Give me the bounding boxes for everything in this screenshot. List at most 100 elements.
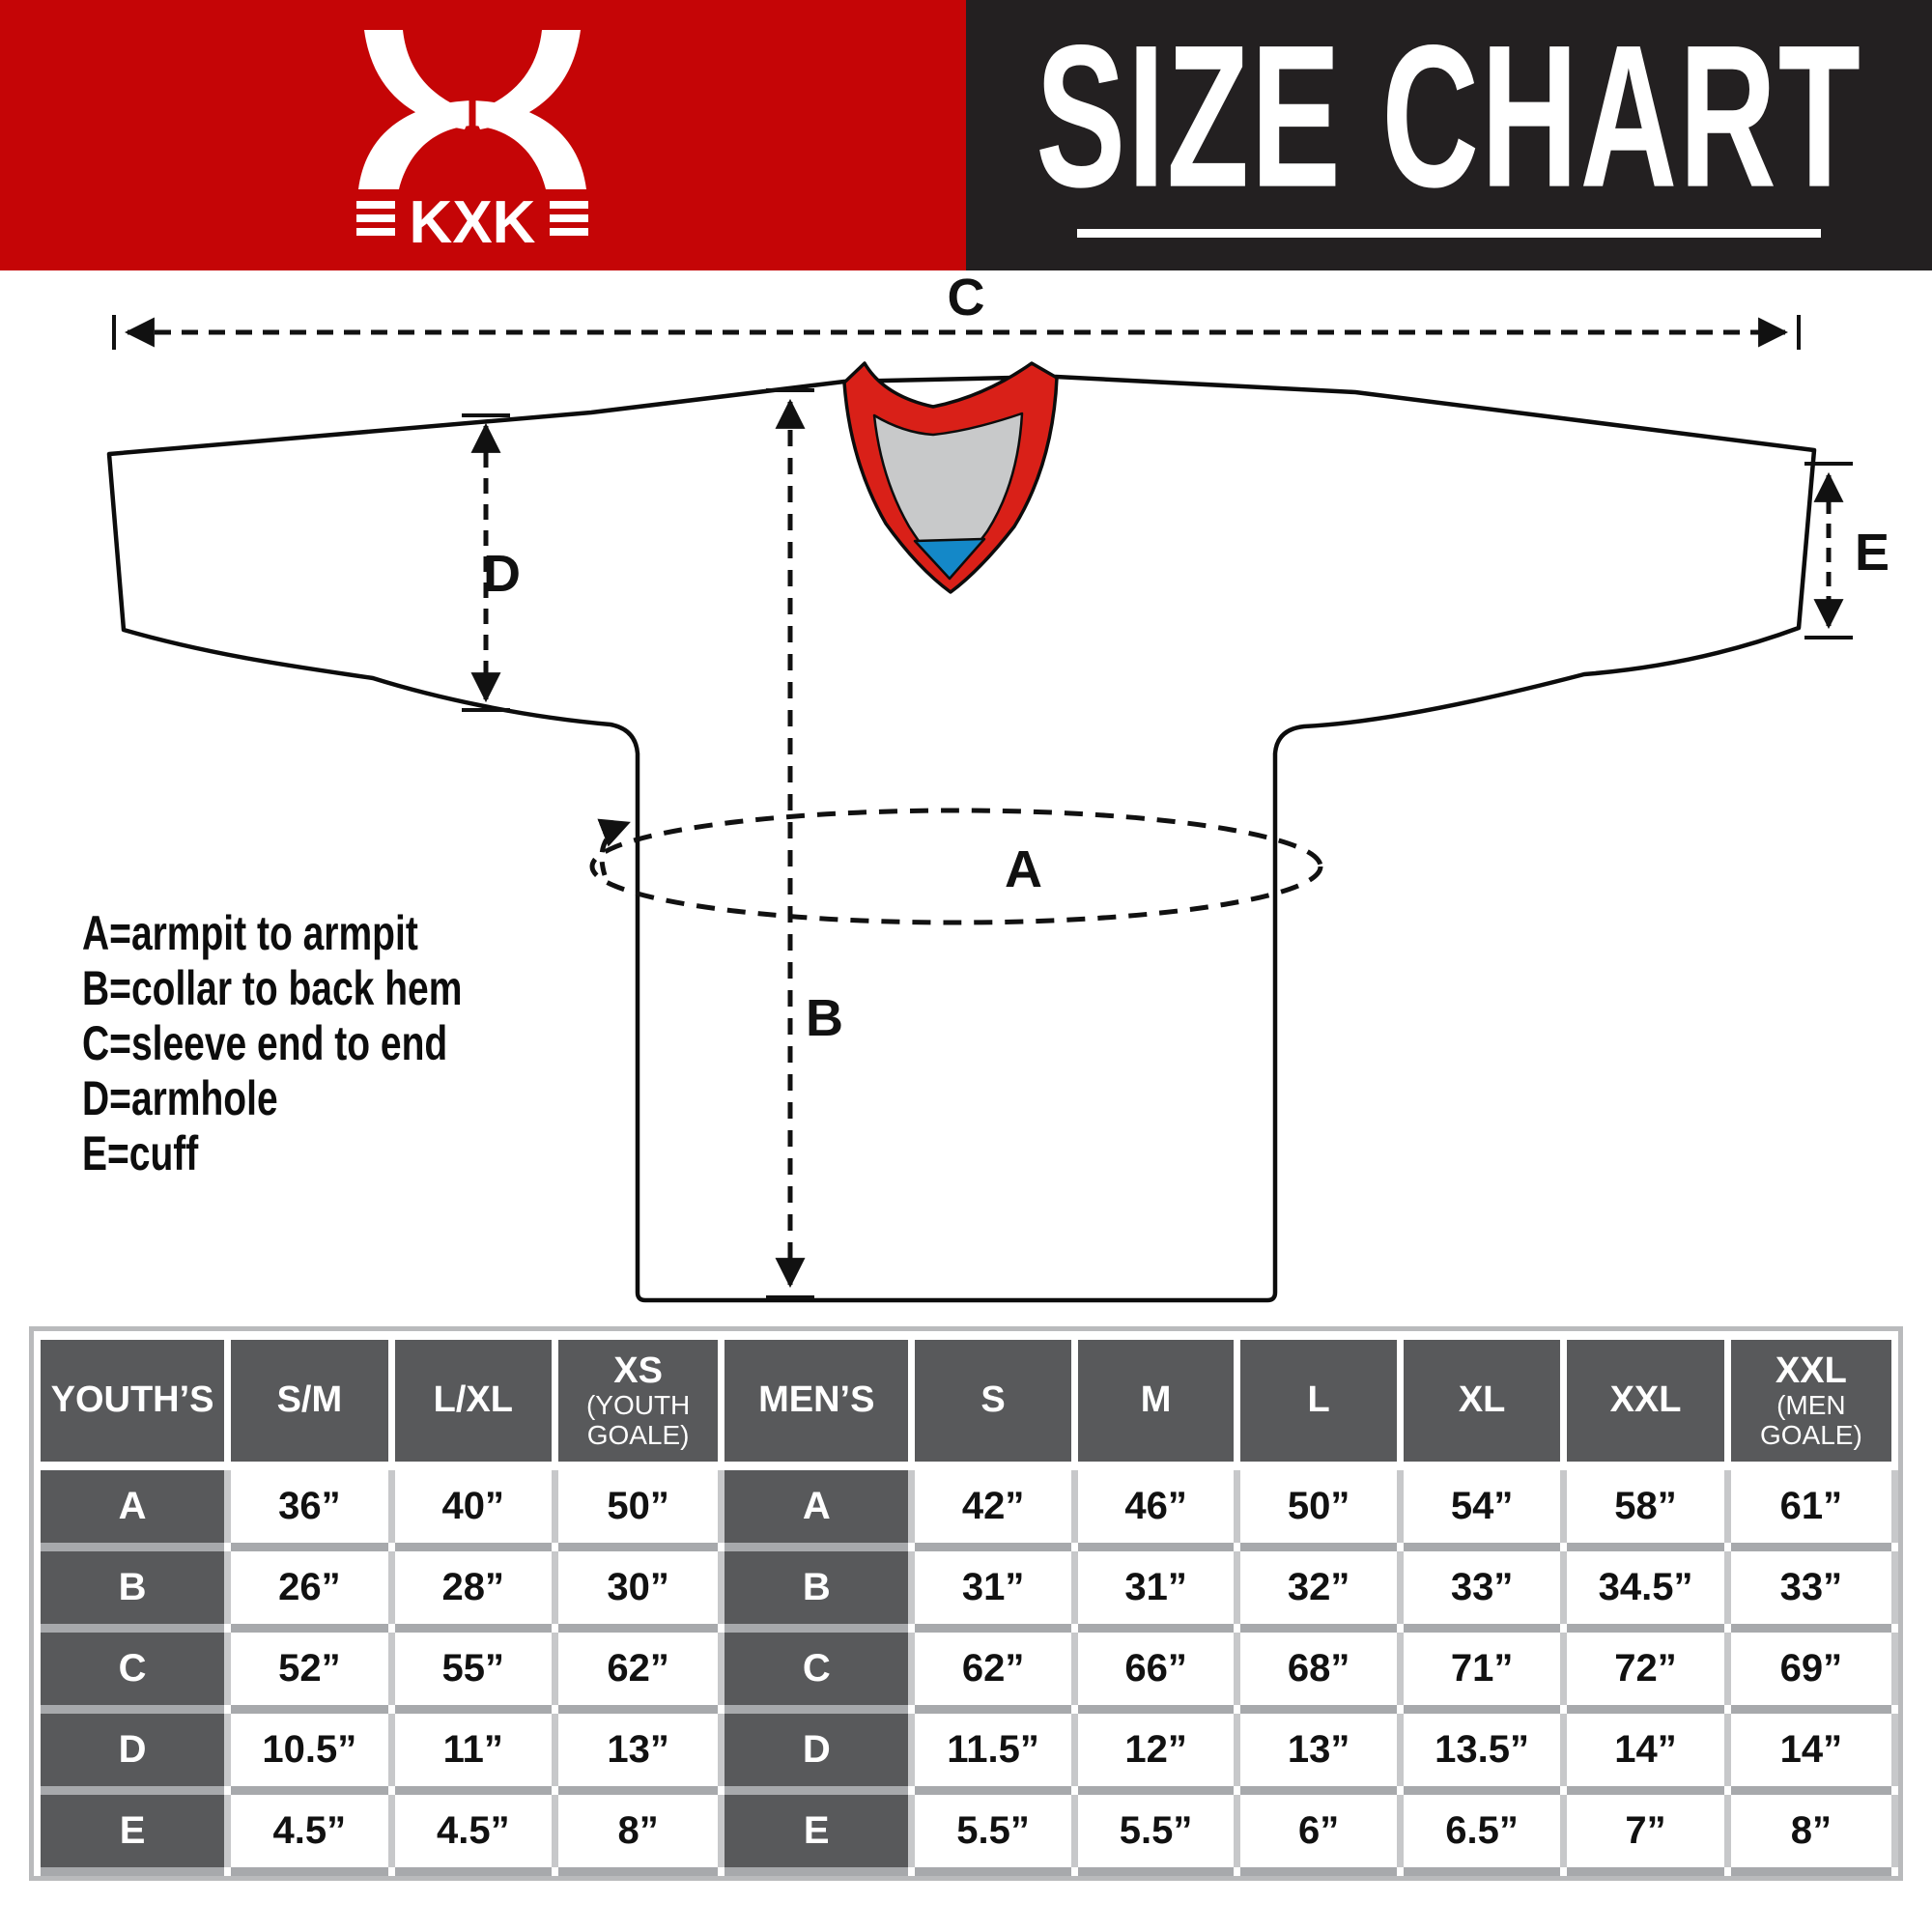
value-cell: 36” bbox=[231, 1470, 388, 1543]
value-cell: 13” bbox=[1240, 1714, 1397, 1786]
column-header-label: XS bbox=[613, 1350, 663, 1392]
value-cell: 46” bbox=[1077, 1470, 1235, 1543]
title-underline bbox=[1077, 229, 1821, 238]
legend-line-e: E=cuff bbox=[82, 1126, 199, 1180]
value-cell: 50” bbox=[1240, 1470, 1397, 1543]
column-header: XL bbox=[1403, 1340, 1561, 1462]
page-title: SIZE CHART bbox=[1036, 2, 1862, 230]
value-cell: 8” bbox=[1730, 1795, 1891, 1867]
group-header: YOUTH’S bbox=[41, 1340, 225, 1462]
value-cell: 66” bbox=[1077, 1633, 1235, 1705]
value-cell: 62” bbox=[558, 1633, 719, 1705]
legend-line-d: D=armhole bbox=[82, 1071, 278, 1125]
column-header-sublabel: (YOUTH GOALE) bbox=[585, 1390, 691, 1450]
value-cell: 13.5” bbox=[1403, 1714, 1561, 1786]
value-cell: 61” bbox=[1730, 1470, 1891, 1543]
column-header-label: S bbox=[980, 1379, 1006, 1421]
brand-text: KXK bbox=[410, 189, 536, 249]
value-cell: 11.5” bbox=[915, 1714, 1071, 1786]
value-cell: 68” bbox=[1240, 1633, 1397, 1705]
measure-b-label: B bbox=[806, 989, 843, 1047]
column-header: S/M bbox=[231, 1340, 388, 1462]
row-label: C bbox=[41, 1633, 225, 1705]
brand-panel: KXK bbox=[0, 0, 966, 270]
column-header: XXL (MEN GOALE) bbox=[1730, 1340, 1891, 1462]
value-cell: 5.5” bbox=[915, 1795, 1071, 1867]
value-cell: 28” bbox=[394, 1551, 552, 1624]
value-cell: 6.5” bbox=[1403, 1795, 1561, 1867]
jersey-measurement-diagram: C D B E A bbox=[106, 270, 1889, 1303]
value-cell: 4.5” bbox=[394, 1795, 552, 1867]
value-cell: 11” bbox=[394, 1714, 552, 1786]
group-header: MEN’S bbox=[724, 1340, 909, 1462]
value-cell: 8” bbox=[558, 1795, 719, 1867]
column-header-label: L/XL bbox=[433, 1379, 513, 1421]
value-cell: 33” bbox=[1403, 1551, 1561, 1624]
value-cell: 58” bbox=[1567, 1470, 1724, 1543]
value-cell: 71” bbox=[1403, 1633, 1561, 1705]
row-label: A bbox=[41, 1470, 225, 1543]
column-header-label: XL bbox=[1458, 1379, 1506, 1421]
kxk-logo-mark bbox=[358, 30, 586, 189]
value-cell: 10.5” bbox=[231, 1714, 388, 1786]
value-cell: 30” bbox=[558, 1551, 719, 1624]
value-cell: 5.5” bbox=[1077, 1795, 1235, 1867]
row-label: E bbox=[41, 1795, 225, 1867]
column-header: M bbox=[1077, 1340, 1235, 1462]
value-cell: 26” bbox=[231, 1551, 388, 1624]
value-cell: 12” bbox=[1077, 1714, 1235, 1786]
size-table-wrap: YOUTH’S S/M L/XL XS (YOUTH GOALE) MEN’S S M L XL X… bbox=[29, 1326, 1903, 1881]
value-cell: 4.5” bbox=[231, 1795, 388, 1867]
table-row: D 10.5” 11” 13” D 11.5” 12” 13” 13.5” 14” 14” bbox=[41, 1714, 1891, 1786]
column-header: XS (YOUTH GOALE) bbox=[558, 1340, 719, 1462]
column-header: S bbox=[915, 1340, 1071, 1462]
value-cell: 69” bbox=[1730, 1633, 1891, 1705]
measurement-legend: A=armpit to armpit B=collar to back hem … bbox=[82, 906, 462, 1181]
size-table: YOUTH’S S/M L/XL XS (YOUTH GOALE) MEN’S S M L XL X… bbox=[34, 1331, 1898, 1876]
value-cell: 34.5” bbox=[1567, 1551, 1724, 1624]
value-cell: 52” bbox=[231, 1633, 388, 1705]
row-label: B bbox=[41, 1551, 225, 1624]
value-cell: 14” bbox=[1730, 1714, 1891, 1786]
row-label: B bbox=[724, 1551, 909, 1624]
column-header-sublabel: (MEN GOALE) bbox=[1759, 1390, 1862, 1450]
table-row: A 36” 40” 50” A 42” 46” 50” 54” 58” 61” bbox=[41, 1470, 1891, 1543]
value-cell: 31” bbox=[915, 1551, 1071, 1624]
value-cell: 31” bbox=[1077, 1551, 1235, 1624]
brand-bars-right bbox=[550, 201, 588, 236]
legend-line-c: C=sleeve end to end bbox=[82, 1016, 448, 1070]
page-header: KXK SIZE CHART bbox=[0, 0, 1932, 270]
measure-e-label: E bbox=[1855, 524, 1889, 582]
column-header-label: M bbox=[1140, 1379, 1172, 1421]
row-label: D bbox=[41, 1714, 225, 1786]
column-header-label: L bbox=[1307, 1379, 1330, 1421]
measure-a-curl bbox=[597, 818, 631, 876]
table-row: B 26” 28” 30” B 31” 31” 32” 33” 34.5” 33” bbox=[41, 1551, 1891, 1624]
collar-inner bbox=[872, 412, 1024, 579]
column-header-label: XXL bbox=[1775, 1350, 1847, 1392]
value-cell: 42” bbox=[915, 1470, 1071, 1543]
measure-a-label: A bbox=[1005, 840, 1042, 898]
value-cell: 7” bbox=[1567, 1795, 1724, 1867]
column-header: L bbox=[1240, 1340, 1397, 1462]
legend-line-b: B=collar to back hem bbox=[82, 961, 463, 1015]
value-cell: 6” bbox=[1240, 1795, 1397, 1867]
value-cell: 54” bbox=[1403, 1470, 1561, 1543]
brand-bars-left bbox=[356, 201, 395, 236]
row-label: C bbox=[724, 1633, 909, 1705]
value-cell: 62” bbox=[915, 1633, 1071, 1705]
column-header: L/XL bbox=[394, 1340, 552, 1462]
legend-line-a: A=armpit to armpit bbox=[82, 906, 418, 960]
value-cell: 13” bbox=[558, 1714, 719, 1786]
column-header: XXL bbox=[1567, 1340, 1724, 1462]
value-cell: 50” bbox=[558, 1470, 719, 1543]
row-label: E bbox=[724, 1795, 909, 1867]
collar-insert bbox=[913, 537, 986, 581]
value-cell: 55” bbox=[394, 1633, 552, 1705]
measure-c-label: C bbox=[948, 270, 985, 327]
value-cell: 72” bbox=[1567, 1633, 1724, 1705]
table-row: E 4.5” 4.5” 8” E 5.5” 5.5” 6” 6.5” 7” 8” bbox=[41, 1795, 1891, 1867]
jersey-outline bbox=[106, 374, 1817, 1303]
column-header-label: S/M bbox=[276, 1379, 343, 1421]
measure-a-ellipse bbox=[589, 808, 1323, 925]
